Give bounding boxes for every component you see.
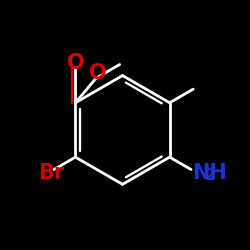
Text: O: O [88,63,106,83]
Text: O: O [66,53,84,73]
Text: Br: Br [38,164,65,184]
Text: NH: NH [192,164,227,184]
Text: 2: 2 [205,168,216,184]
